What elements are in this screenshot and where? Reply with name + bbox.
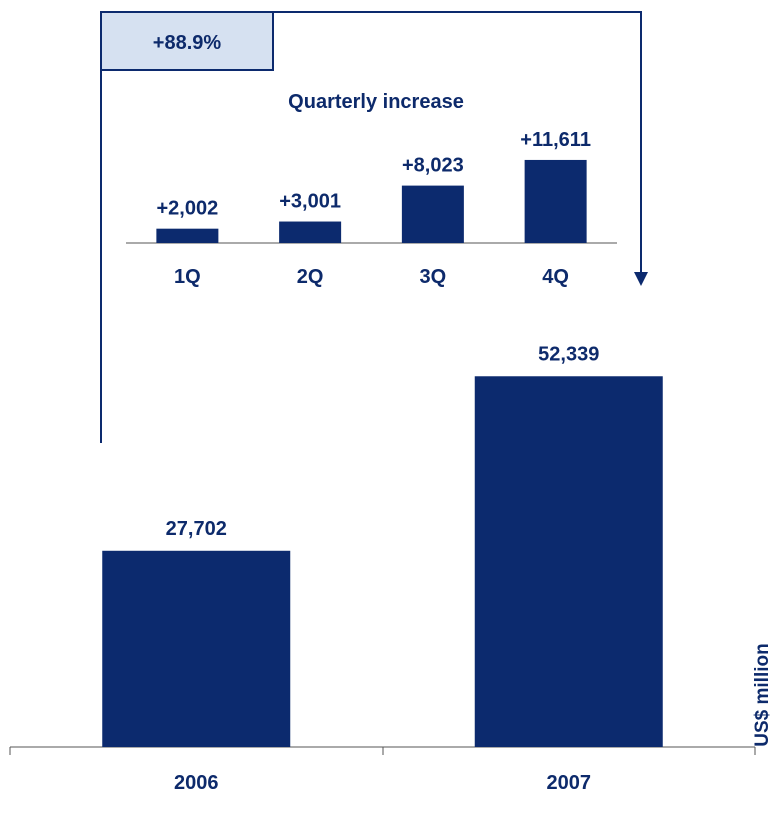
quarterly-value-label-3Q: +8,023	[402, 155, 464, 177]
quarterly-bar-1Q	[156, 228, 219, 243]
quarterly-value-label-2Q: +3,001	[279, 191, 341, 213]
growth-bracket-arrowhead	[634, 272, 648, 286]
annual-category-label-2006: 2006	[174, 772, 219, 794]
quarterly-bar-3Q	[401, 185, 464, 243]
growth-badge-text: +88.9%	[153, 32, 222, 54]
growth-badge-box	[100, 11, 274, 71]
quarterly-category-label-1Q: 1Q	[174, 266, 201, 288]
quarterly-value-label-1Q: +2,002	[157, 198, 219, 220]
quarterly-category-label-3Q: 3Q	[420, 266, 447, 288]
annual-bar-2007	[474, 376, 663, 747]
quarterly-bar-2Q	[279, 221, 342, 243]
annual-category-label-2007: 2007	[547, 772, 592, 794]
quarterly-title: Quarterly increase	[288, 91, 464, 113]
y-axis-label: US$ million	[752, 643, 773, 746]
quarterly-value-label-4Q: +11,611	[520, 129, 591, 151]
annual-value-label-2007: 52,339	[538, 343, 599, 365]
annual-value-label-2006: 27,702	[166, 518, 227, 540]
growth-bracket-line	[100, 11, 642, 443]
quarterly-category-label-2Q: 2Q	[297, 266, 324, 288]
quarterly-category-label-4Q: 4Q	[542, 266, 569, 288]
quarterly-bar-4Q	[524, 159, 587, 243]
annual-bar-2006	[102, 550, 291, 747]
